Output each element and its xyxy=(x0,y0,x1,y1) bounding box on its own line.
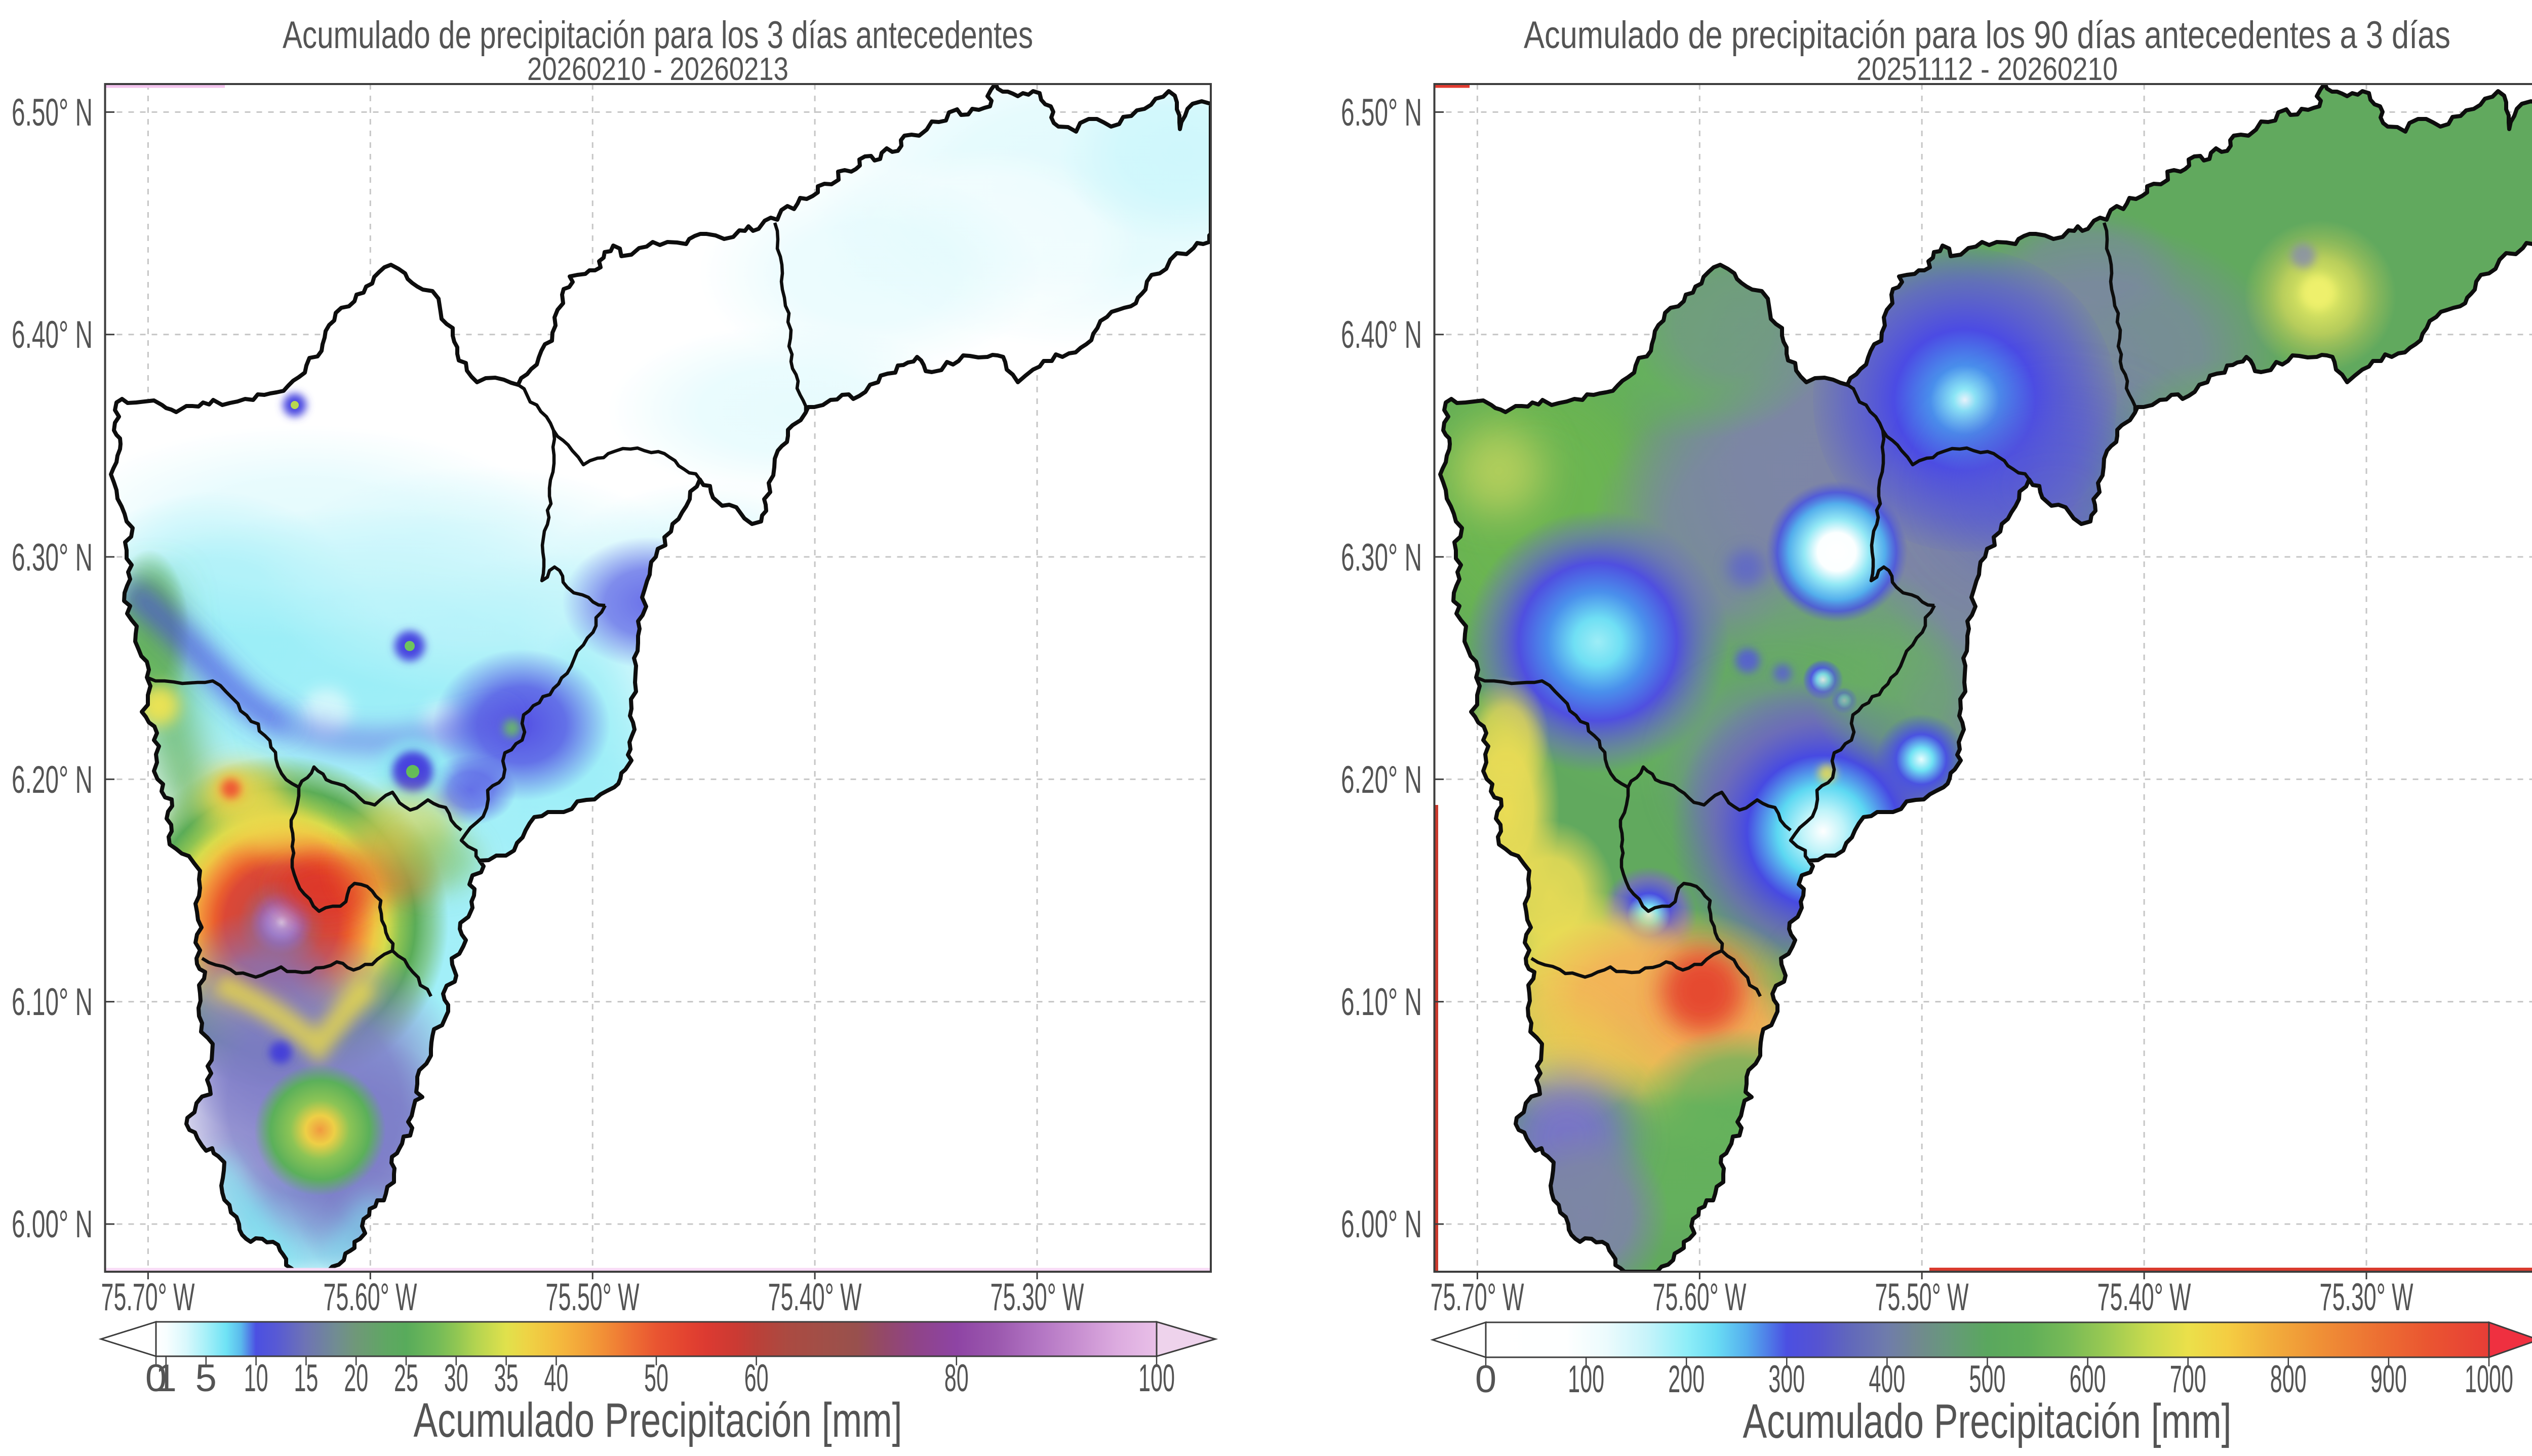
svg-text:500: 500 xyxy=(1969,1358,2006,1401)
svg-text:6.30° N: 6.30° N xyxy=(1341,536,1422,579)
svg-text:6.00° N: 6.00° N xyxy=(1341,1203,1422,1246)
svg-text:900: 900 xyxy=(2370,1358,2407,1401)
svg-text:20: 20 xyxy=(344,1357,368,1400)
svg-text:Acumulado de precipitación par: Acumulado de precipitación para los 90 d… xyxy=(1524,14,2450,57)
svg-text:6.40° N: 6.40° N xyxy=(12,313,93,356)
svg-text:0: 0 xyxy=(145,1357,167,1400)
svg-text:6.10° N: 6.10° N xyxy=(1341,981,1422,1024)
svg-text:75.60° W: 75.60° W xyxy=(1653,1276,1747,1319)
svg-text:100: 100 xyxy=(1568,1358,1604,1401)
svg-text:400: 400 xyxy=(1869,1358,1905,1401)
svg-text:Acumulado de precipitación par: Acumulado de precipitación para los 3 dí… xyxy=(283,14,1033,57)
svg-text:75.50° W: 75.50° W xyxy=(546,1276,640,1319)
svg-text:5: 5 xyxy=(195,1357,217,1400)
svg-text:1: 1 xyxy=(155,1357,177,1400)
svg-text:Acumulado Precipitación [mm]: Acumulado Precipitación [mm] xyxy=(414,1393,902,1447)
svg-text:200: 200 xyxy=(1668,1358,1705,1401)
svg-text:20251112 - 20260210: 20251112 - 20260210 xyxy=(1856,51,2118,87)
svg-text:100: 100 xyxy=(1138,1357,1175,1400)
svg-text:20260210 - 20260213: 20260210 - 20260213 xyxy=(527,51,788,87)
svg-text:75.50° W: 75.50° W xyxy=(1875,1276,1969,1319)
svg-text:6.50° N: 6.50° N xyxy=(1341,91,1422,134)
svg-text:1000: 1000 xyxy=(2465,1358,2513,1401)
svg-text:80: 80 xyxy=(944,1357,969,1400)
svg-text:6.20° N: 6.20° N xyxy=(1341,758,1422,801)
svg-text:40: 40 xyxy=(544,1357,568,1400)
svg-text:300: 300 xyxy=(1768,1358,1805,1401)
svg-text:6.50° N: 6.50° N xyxy=(12,91,93,134)
svg-text:10: 10 xyxy=(244,1357,268,1400)
svg-text:6.20° N: 6.20° N xyxy=(12,758,93,801)
svg-text:75.60° W: 75.60° W xyxy=(324,1276,417,1319)
svg-text:50: 50 xyxy=(644,1357,668,1400)
svg-text:6.10° N: 6.10° N xyxy=(12,981,93,1024)
svg-text:75.40° W: 75.40° W xyxy=(2098,1276,2191,1319)
svg-text:600: 600 xyxy=(2070,1358,2106,1401)
svg-text:25: 25 xyxy=(394,1357,418,1400)
svg-text:700: 700 xyxy=(2170,1358,2206,1401)
svg-text:6.40° N: 6.40° N xyxy=(1341,313,1422,356)
svg-text:Acumulado Precipitación [mm]: Acumulado Precipitación [mm] xyxy=(1743,1394,2232,1448)
svg-text:6.00° N: 6.00° N xyxy=(12,1203,93,1246)
svg-text:6.30° N: 6.30° N xyxy=(12,536,93,579)
svg-text:60: 60 xyxy=(744,1357,769,1400)
svg-text:75.30° W: 75.30° W xyxy=(991,1276,1084,1319)
svg-text:15: 15 xyxy=(294,1357,318,1400)
svg-text:30: 30 xyxy=(444,1357,468,1400)
svg-text:75.40° W: 75.40° W xyxy=(768,1276,862,1319)
svg-text:75.70° W: 75.70° W xyxy=(101,1276,195,1319)
svg-text:75.70° W: 75.70° W xyxy=(1431,1276,1524,1319)
svg-text:800: 800 xyxy=(2270,1358,2307,1401)
svg-text:35: 35 xyxy=(494,1357,519,1400)
svg-text:0: 0 xyxy=(1475,1358,1496,1401)
svg-text:75.30° W: 75.30° W xyxy=(2320,1276,2414,1319)
